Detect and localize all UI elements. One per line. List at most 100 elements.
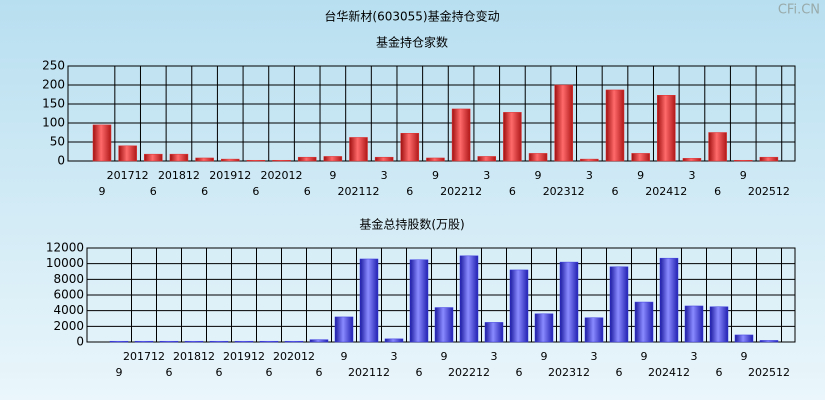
x-tick-label: 201812 <box>173 350 215 363</box>
bar <box>259 340 279 343</box>
bar <box>284 340 304 343</box>
x-tick-label: 9 <box>441 350 448 363</box>
bar <box>169 153 189 162</box>
x-tick-label: 3 <box>688 169 695 182</box>
x-tick-label: 6 <box>150 185 157 198</box>
bar <box>434 307 454 343</box>
bar <box>195 157 214 162</box>
x-tick-label: 202312 <box>543 185 585 198</box>
x-tick-label: 201712 <box>123 350 165 363</box>
bar <box>426 157 445 162</box>
x-tick-label: 202412 <box>648 366 690 379</box>
page-title: 台华新材(603055)基金持仓变动 <box>324 9 499 24</box>
x-tick-label: 6 <box>266 366 273 379</box>
bar <box>528 153 548 162</box>
bar <box>459 255 479 343</box>
bar <box>359 258 379 343</box>
x-tick-label: 6 <box>252 185 259 198</box>
bar <box>409 259 429 343</box>
bar <box>554 84 573 162</box>
bar <box>759 340 779 343</box>
bar <box>323 156 343 162</box>
bar <box>484 322 504 343</box>
x-tick-label: 6 <box>612 185 619 198</box>
bar <box>134 340 154 343</box>
x-tick-label: 6 <box>716 366 723 379</box>
bar <box>605 89 625 162</box>
bar <box>384 338 404 343</box>
x-tick-label: 202312 <box>548 366 590 379</box>
x-tick-label: 6 <box>406 185 413 198</box>
x-tick-label: 202512 <box>748 366 790 379</box>
bar <box>184 340 204 343</box>
bar <box>209 340 229 343</box>
x-tick-label: 202112 <box>338 185 380 198</box>
bar <box>400 133 420 162</box>
x-tick-label: 6 <box>516 366 523 379</box>
x-tick-label: 9 <box>740 169 747 182</box>
x-tick-label: 6 <box>166 366 173 379</box>
x-tick-label: 202012 <box>261 169 303 182</box>
y-tick-label: 250 <box>42 59 65 73</box>
bar <box>374 156 394 162</box>
bar <box>634 301 654 343</box>
x-tick-label: 6 <box>714 185 721 198</box>
bar <box>708 132 727 162</box>
x-tick-label: 202012 <box>273 350 315 363</box>
x-tick-label: 202212 <box>440 185 482 198</box>
y-tick-label: 0 <box>57 154 65 168</box>
x-tick-label: 6 <box>316 366 323 379</box>
bar <box>580 158 599 162</box>
x-tick-label: 3 <box>586 169 593 182</box>
y-tick-label: 150 <box>42 97 65 111</box>
x-tick-label: 6 <box>509 185 516 198</box>
bar <box>534 313 554 343</box>
bar <box>584 317 604 343</box>
bar <box>503 112 522 162</box>
bar <box>272 159 291 162</box>
bar <box>657 95 676 162</box>
bar <box>477 156 496 162</box>
x-tick-label: 202412 <box>645 185 687 198</box>
x-tick-label: 6 <box>216 366 223 379</box>
bar <box>631 153 650 162</box>
bar <box>118 145 137 162</box>
x-tick-label: 202212 <box>448 366 490 379</box>
x-tick-label: 9 <box>535 169 542 182</box>
x-tick-label: 6 <box>416 366 423 379</box>
bar <box>159 340 179 343</box>
x-tick-label: 202112 <box>348 366 390 379</box>
x-tick-label: 3 <box>381 169 388 182</box>
y-tick-label: 0 <box>76 335 84 349</box>
x-tick-label: 201912 <box>223 350 265 363</box>
y-tick-label: 50 <box>50 135 65 149</box>
y-tick-label: 12000 <box>46 241 84 255</box>
x-tick-label: 9 <box>116 366 123 379</box>
x-tick-label: 9 <box>741 350 748 363</box>
x-tick-label: 6 <box>201 185 208 198</box>
bar <box>349 137 368 162</box>
y-tick-label: 8000 <box>53 272 84 286</box>
bar <box>144 153 163 162</box>
watermark: CFi.CN <box>778 3 820 18</box>
y-tick-label: 4000 <box>53 303 84 317</box>
x-tick-label: 9 <box>329 169 336 182</box>
bar <box>659 257 679 343</box>
x-tick-label: 9 <box>341 350 348 363</box>
x-tick-label: 6 <box>616 366 623 379</box>
x-tick-label: 201712 <box>107 169 149 182</box>
bar <box>682 158 702 162</box>
x-tick-label: 3 <box>591 350 598 363</box>
bar <box>684 305 704 343</box>
y-tick-label: 2000 <box>53 319 84 333</box>
bar <box>734 334 754 343</box>
x-tick-label: 201812 <box>158 169 200 182</box>
x-tick-label: 3 <box>691 350 698 363</box>
x-tick-label: 9 <box>637 169 644 182</box>
x-tick-label: 3 <box>483 169 490 182</box>
bar <box>759 156 779 162</box>
x-tick-label: 202512 <box>748 185 790 198</box>
bar <box>509 269 529 343</box>
bar <box>297 156 317 162</box>
